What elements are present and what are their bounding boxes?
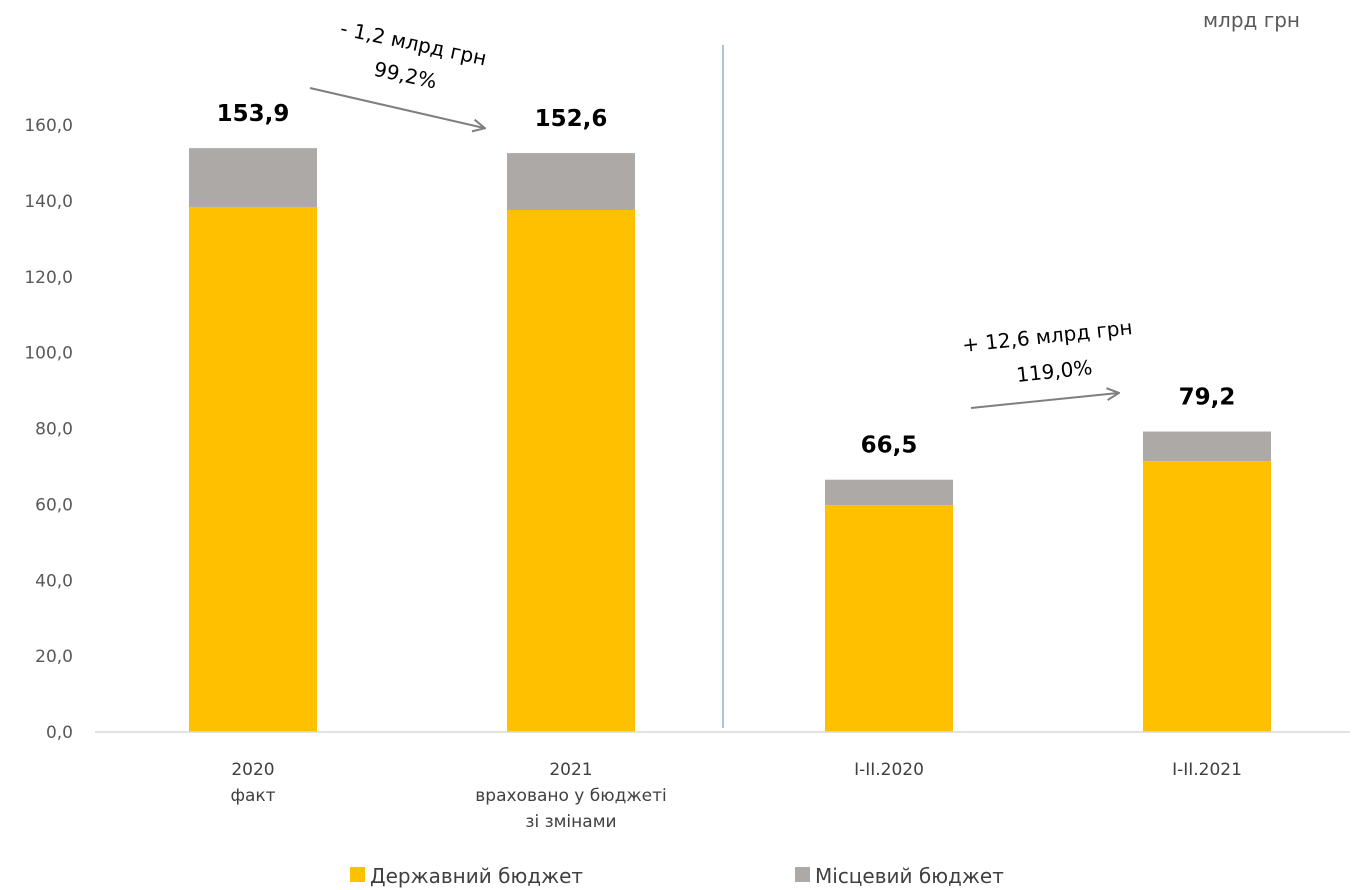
- legend-swatch-state: [350, 867, 365, 882]
- y-tick-label: 140,0: [24, 192, 73, 212]
- bar-state-budget: [507, 209, 635, 733]
- bar-local-budget: [1143, 431, 1271, 462]
- y-tick-label: 80,0: [35, 420, 73, 440]
- bar-local-budget: [189, 148, 317, 207]
- legend-swatch-local: [795, 867, 810, 882]
- x-category-label: 2020: [231, 760, 274, 780]
- bar-local-budget: [825, 479, 953, 506]
- x-axis-categories: 2020 факт 2021 враховано у бюджеті зі змінам…: [230, 760, 1241, 832]
- bar-state-budget: [189, 206, 317, 732]
- bar-total-label: 152,6: [535, 106, 608, 132]
- bar-local-budget: [507, 153, 635, 210]
- y-tick-label: 120,0: [24, 268, 73, 288]
- y-axis: 0,0 20,0 40,0 60,0 80,0 100,0 120,0 140,0 160,0: [24, 116, 73, 743]
- annotation-increase-amount: + 12,6 млрд грн: [961, 315, 1134, 357]
- legend: Державний бюджет Місцевий бюджет: [350, 864, 1004, 888]
- bar-state-budget: [1143, 461, 1271, 732]
- x-category-label: I-II.2021: [1172, 760, 1242, 780]
- y-tick-label: 20,0: [35, 647, 73, 667]
- annotation-increase-percent: 119,0%: [1015, 355, 1093, 387]
- bar-totals: 153,9 152,6 66,5 79,2: [217, 101, 1236, 459]
- y-tick-label: 60,0: [35, 495, 73, 515]
- x-category-label: факт: [230, 786, 275, 806]
- legend-label-state: Державний бюджет: [370, 864, 583, 888]
- x-category-label: 2021: [549, 760, 592, 780]
- annotation-decrease-arrow: [309, 87, 484, 128]
- bar-total-label: 79,2: [1179, 385, 1236, 411]
- y-tick-label: 100,0: [24, 344, 73, 364]
- y-tick-label: 0,0: [46, 723, 73, 743]
- annotation-decrease-amount: - 1,2 млрд грн: [338, 16, 489, 70]
- x-category-label: враховано у бюджеті: [475, 786, 666, 806]
- x-category-label: I-II.2020: [854, 760, 924, 780]
- bar-total-label: 66,5: [861, 433, 918, 459]
- y-tick-label: 40,0: [35, 571, 73, 591]
- x-category-label: зі змінами: [525, 812, 616, 832]
- unit-label: млрд грн: [1203, 8, 1300, 32]
- annotation-increase: + 12,6 млрд грн 119,0%: [961, 315, 1134, 409]
- annotation-decrease-percent: 99,2%: [372, 57, 439, 94]
- legend-label-local: Місцевий бюджет: [815, 864, 1004, 888]
- bars: [189, 148, 1271, 733]
- bar-total-label: 153,9: [217, 101, 290, 127]
- annotation-increase-arrow: [970, 393, 1118, 409]
- bar-state-budget: [825, 505, 953, 732]
- annotation-decrease: - 1,2 млрд грн 99,2%: [309, 16, 489, 128]
- y-tick-label: 160,0: [24, 116, 73, 136]
